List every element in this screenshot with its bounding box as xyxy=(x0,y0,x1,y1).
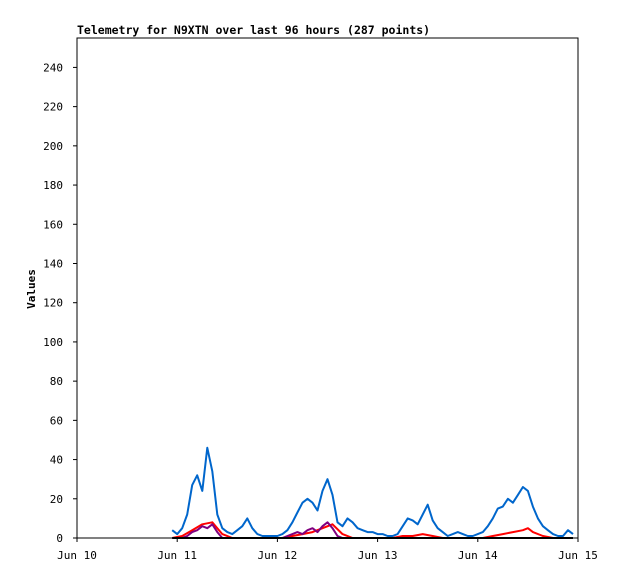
y-tick-label: 100 xyxy=(43,336,63,349)
y-tick-label: 80 xyxy=(50,375,63,388)
y-axis-label: Values xyxy=(25,269,38,309)
y-tick-label: 220 xyxy=(43,101,63,114)
y-tick-label: 200 xyxy=(43,140,63,153)
y-tick-label: 40 xyxy=(50,454,63,467)
y-axis: 0 20 40 60 80 100 120 140 160 180 200 220 240 xyxy=(43,61,77,545)
plot-frame xyxy=(76,37,579,539)
y-tick-label: 20 xyxy=(50,493,63,506)
series-line-1 xyxy=(171,446,574,537)
x-tick-label: Jun 10 xyxy=(57,549,97,562)
x-tick-label: Jun 13 xyxy=(358,549,398,562)
x-tick-label: Jun 14 xyxy=(458,549,498,562)
y-tick-label: 140 xyxy=(43,257,63,270)
series-line-3 xyxy=(172,521,473,539)
y-tick-label: 60 xyxy=(50,414,63,427)
x-axis: Jun 10 Jun 11 Jun 12 Jun 13 Jun 14 Jun 15 xyxy=(57,538,598,562)
x-tick-label: Jun 11 xyxy=(157,549,197,562)
series-group xyxy=(171,446,574,539)
series-line-2 xyxy=(172,521,573,539)
x-tick-label: Jun 15 xyxy=(558,549,598,562)
y-tick-label: 160 xyxy=(43,218,63,231)
chart-title: Telemetry for N9XTN over last 96 hours (… xyxy=(77,23,430,37)
x-tick-label: Jun 12 xyxy=(258,549,298,562)
y-tick-label: 240 xyxy=(43,61,63,74)
y-tick-label: 0 xyxy=(56,532,63,545)
y-tick-label: 180 xyxy=(43,179,63,192)
y-tick-label: 120 xyxy=(43,297,63,310)
